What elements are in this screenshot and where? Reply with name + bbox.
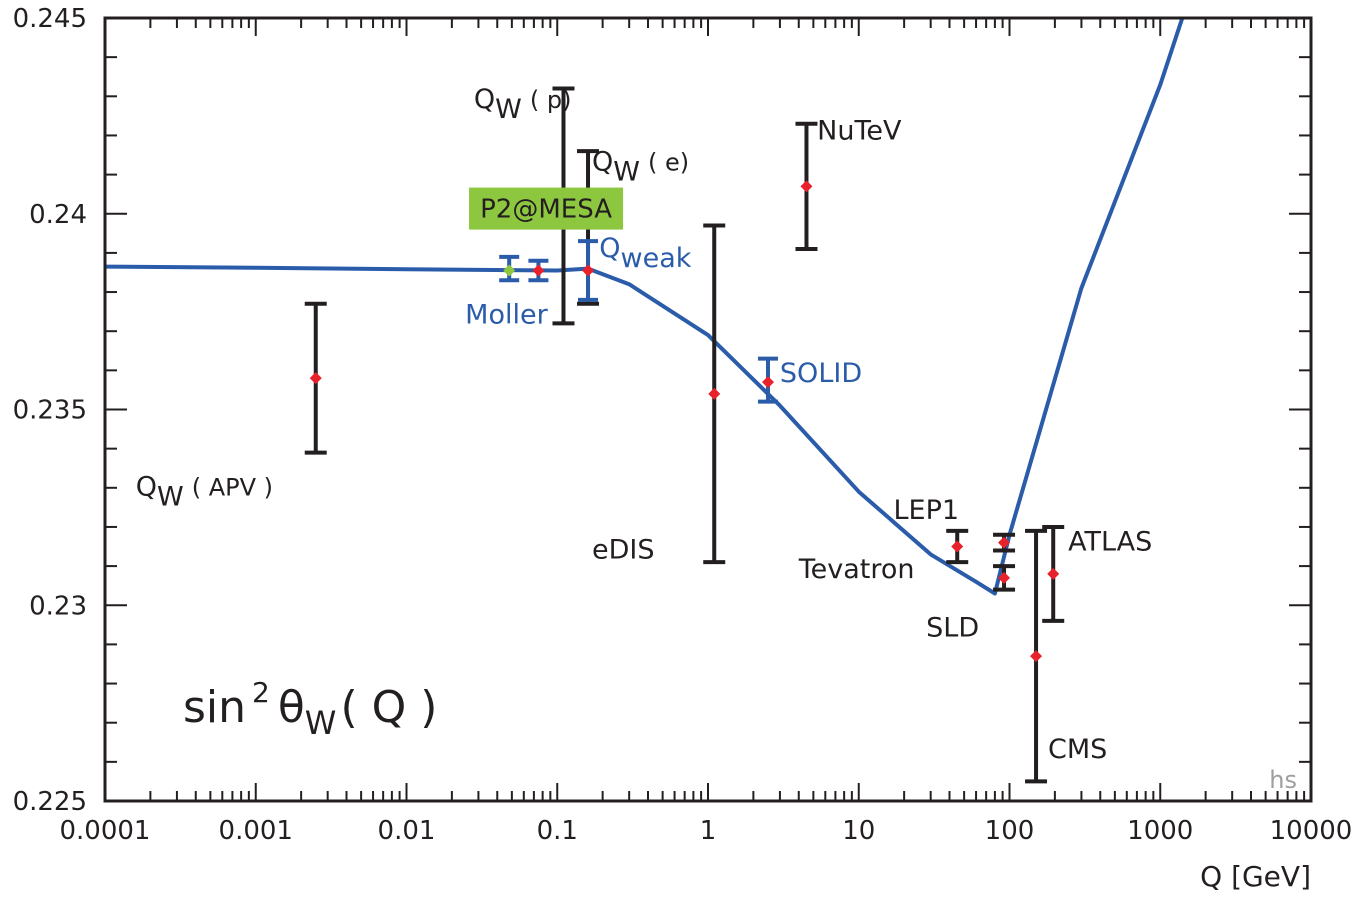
point-labels-layer: QW( APV )QW( p)QW( e)NuTeVP2@MESAQweakMo… [136,84,1153,765]
point-label: QW ( e) [592,147,689,188]
p2-mesa-label: P2@MESA [480,195,612,225]
chart-annotation: sin 2 θW( Q ) hs [183,676,1297,794]
point-label: QW ( APV ) [136,472,273,513]
p2-mesa-box [469,187,624,230]
label-subscript: W [613,157,640,188]
point-label: Qweak [599,233,692,274]
annotation-sub: W [305,704,337,742]
hs-watermark: hs [1269,766,1297,794]
label-suffix: ( e) [648,149,689,177]
point-label: Moller [465,299,548,330]
data-point [998,571,1011,584]
x-tick-label: 0.001 [219,816,293,846]
annotation-sup: 2 [252,676,270,709]
data-point [998,536,1011,549]
annotation-theta: θ [278,682,305,733]
point-label: eDIS [592,534,655,565]
y-tick-label: 0.235 [13,396,87,426]
label-main: Q [599,233,620,264]
data-point [800,180,813,193]
theory-curve-layer [104,17,1185,596]
label-main: Q [136,472,157,503]
point-label: ATLAS [1068,526,1152,557]
x-tick-label: 0.0001 [60,816,151,846]
label-main: Tevatron [798,554,915,585]
x-tick-label: 0.1 [537,816,578,846]
data-point [582,264,595,277]
point-label: SLD [926,613,979,644]
label-main: SLD [926,613,979,644]
label-main: SOLID [780,358,862,389]
y-tick-label: 0.23 [29,591,87,621]
data-point [951,540,964,553]
point-label: LEP1 [893,495,959,526]
label-main: Moller [465,299,548,330]
data-point [1030,650,1043,663]
point-label: NuTeV [817,115,902,146]
label-main: Q [474,84,495,115]
annotation-rest: ( Q ) [340,682,437,733]
x-tick-label: 1000 [1127,816,1193,846]
label-subscript: weak [621,243,692,274]
x-tick-label: 10 [842,816,875,846]
label-main: CMS [1048,734,1107,765]
axes-frame: 0.0001 0.001 0.01 0.1 1 10 100 1000 10000 0.225 0.… [13,4,1353,893]
label-suffix: ( APV ) [192,474,273,502]
error-bars-layer [304,86,1065,784]
point-label: CMS [1048,734,1107,765]
data-point [761,376,774,389]
y-tick-label: 0.245 [13,4,87,34]
data-point [708,387,721,400]
x-tick-label: 10000 [1270,816,1353,846]
y-tick-label: 0.24 [29,200,87,230]
label-subscript: W [157,482,184,513]
x-tick-label: 0.01 [378,816,436,846]
data-point [532,264,545,277]
y-tick-label: 0.225 [13,787,87,817]
x-tick-label: 100 [985,816,1035,846]
label-main: NuTeV [817,115,902,146]
label-main: ATLAS [1068,526,1152,557]
point-label: Tevatron [798,554,915,585]
data-point [309,372,322,385]
label-suffix: ( p) [530,86,572,114]
annotation-sin: sin [183,682,246,733]
theory-curve [104,17,1185,596]
label-subscript: W [495,94,522,125]
label-main: Q [592,147,613,178]
label-main: eDIS [592,534,655,565]
point-label: SOLID [780,358,862,389]
point-label: QW ( p) [474,84,572,125]
data-point [503,264,516,277]
label-main: LEP1 [893,495,959,526]
x-axis-title: Q [GeV] [1200,860,1311,893]
x-tick-label: 1 [700,816,717,846]
sin2thetaw-annotation: sin 2 θW( Q ) [183,676,437,742]
data-point [1047,567,1060,580]
